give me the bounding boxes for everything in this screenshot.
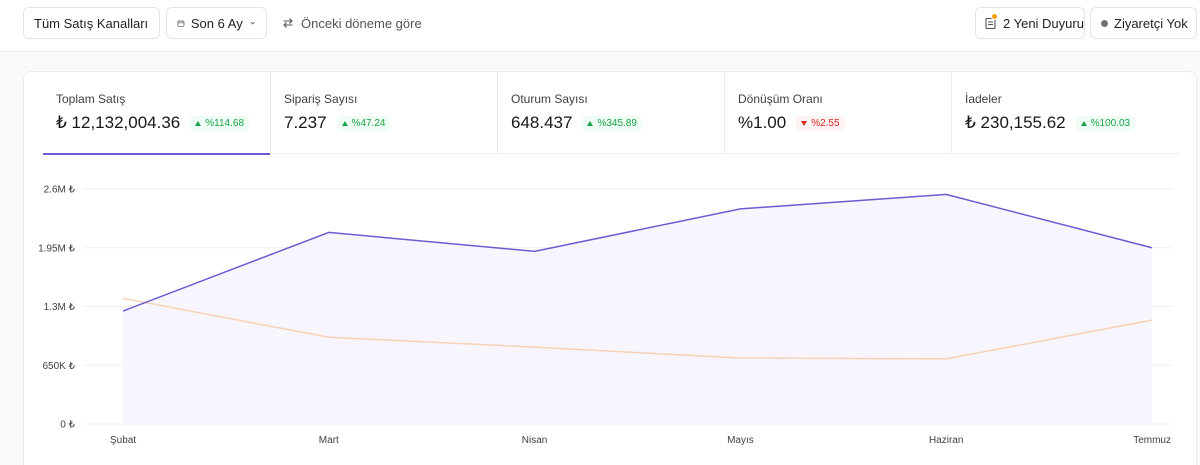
metric-title: Sipariş Sayısı xyxy=(284,92,358,106)
announcements-button[interactable]: 2 Yeni Duyuru xyxy=(975,7,1085,39)
x-tick-label: Nisan xyxy=(522,435,548,446)
delta-badge: %2.55 xyxy=(796,115,845,131)
delta-badge: %47.24 xyxy=(336,115,391,131)
triangle-up-icon xyxy=(341,120,348,126)
calendar-icon xyxy=(177,19,185,27)
y-tick-label: 0 ₺ xyxy=(60,420,75,431)
y-tick-label: 2.6M ₺ xyxy=(44,185,76,196)
delta-value: %100.03 xyxy=(1090,117,1131,129)
triangle-up-icon xyxy=(1080,120,1087,126)
metric-title: İadeler xyxy=(965,92,1002,106)
sales-channels-label: Tüm Satış Kanalları xyxy=(34,15,149,31)
metric-value: ₺ 230,155.62 xyxy=(965,113,1066,132)
metric-tab-orders[interactable]: Sipariş Sayısı 7.237 %47.24 xyxy=(270,72,497,154)
period-dropdown[interactable]: Son 6 Ay xyxy=(166,7,267,39)
metric-tabs: Toplam Satış ₺ 12,132,004.36 %114.68 Sip… xyxy=(43,72,1179,155)
triangle-up-icon xyxy=(195,120,202,126)
metric-value: %1.00 xyxy=(738,113,787,132)
metric-value: ₺ 12,132,004.36 xyxy=(56,113,181,132)
sales-channels-dropdown[interactable]: Tüm Satış Kanalları xyxy=(23,7,160,39)
delta-badge: %114.68 xyxy=(190,115,250,131)
notification-badge xyxy=(991,12,998,20)
swap-arrows-icon xyxy=(283,18,293,28)
delta-value: %47.24 xyxy=(351,117,386,129)
visitors-label: Ziyaretçi Yok xyxy=(1114,15,1188,31)
visitors-button[interactable]: Ziyaretçi Yok xyxy=(1090,7,1197,39)
active-tab-indicator xyxy=(43,153,270,155)
metric-title: Toplam Satış xyxy=(56,92,126,106)
news-icon xyxy=(984,12,998,30)
x-tick-label: Mayıs xyxy=(727,435,754,446)
metric-tab-sessions[interactable]: Oturum Sayısı 648.437 %345.89 xyxy=(497,72,724,154)
period-label: Son 6 Ay xyxy=(190,15,243,31)
status-dot-icon xyxy=(1101,19,1108,27)
chevron-down-icon xyxy=(250,21,255,25)
triangle-up-icon xyxy=(587,120,594,126)
delta-value: %345.89 xyxy=(597,117,637,129)
x-tick-label: Haziran xyxy=(929,435,963,446)
triangle-down-icon xyxy=(801,120,808,126)
metric-title: Dönüşüm Oranı xyxy=(738,92,823,106)
metric-value: 7.237 xyxy=(284,113,327,132)
area-fill xyxy=(123,194,1152,424)
metric-tab-returns[interactable]: İadeler ₺ 230,155.62 %100.03 xyxy=(951,72,1179,154)
compare-label: Önceki döneme göre xyxy=(301,15,422,31)
announcements-label: 2 Yeni Duyuru xyxy=(1003,15,1084,31)
delta-badge: %345.89 xyxy=(582,115,642,131)
x-tick-label: Şubat xyxy=(110,435,136,446)
metric-title: Oturum Sayısı xyxy=(511,92,588,106)
y-tick-label: 650K ₺ xyxy=(43,361,76,372)
top-toolbar: Tüm Satış Kanalları Son 6 Ay Önceki döne… xyxy=(0,0,1200,52)
y-tick-label: 1.95M ₺ xyxy=(38,243,76,254)
x-tick-label: Temmuz xyxy=(1133,435,1171,446)
delta-badge: %100.03 xyxy=(1075,115,1136,131)
delta-value: %114.68 xyxy=(205,117,245,129)
metric-tab-conversion[interactable]: Dönüşüm Oranı %1.00 %2.55 xyxy=(724,72,951,154)
delta-value: %2.55 xyxy=(811,117,840,129)
metric-value: 648.437 xyxy=(511,113,573,132)
series-line-current xyxy=(122,193,1153,312)
metric-tab-total-sales[interactable]: Toplam Satış ₺ 12,132,004.36 %114.68 xyxy=(43,72,270,155)
y-tick-label: 1.3M ₺ xyxy=(44,302,76,313)
series-line-previous xyxy=(122,297,1153,360)
compare-toggle[interactable]: Önceki döneme göre xyxy=(282,7,422,39)
x-tick-label: Mart xyxy=(319,435,339,446)
